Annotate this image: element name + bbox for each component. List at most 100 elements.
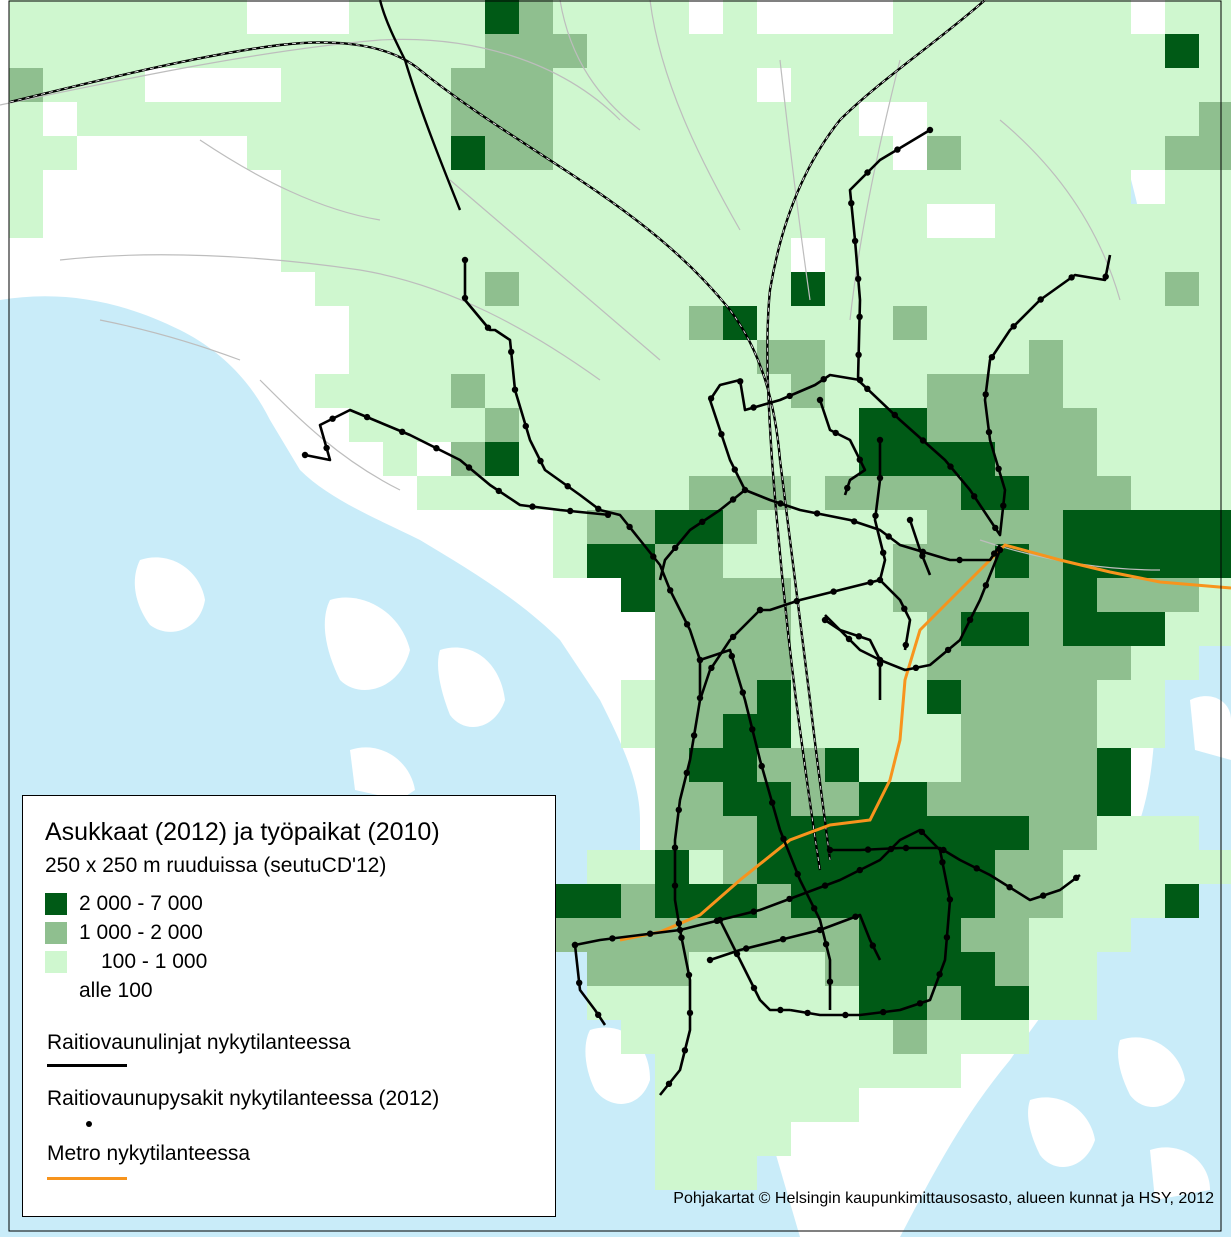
density-cell-low (893, 1054, 927, 1088)
density-cell-low (451, 0, 485, 34)
density-cell-low (315, 68, 349, 102)
tram-stop (683, 621, 691, 628)
tram-stop (906, 516, 914, 524)
density-cell-low (1131, 680, 1165, 714)
density-cell-low (281, 170, 315, 204)
density-cell-low (1199, 408, 1231, 442)
density-cell-medium (1029, 884, 1063, 918)
density-cell-low (689, 102, 723, 136)
density-cell-high (553, 884, 587, 918)
density-cell-low (587, 850, 621, 884)
density-cell-low (587, 306, 621, 340)
density-cell-low (825, 68, 859, 102)
density-cell-high (927, 918, 961, 952)
density-cell-low (927, 306, 961, 340)
density-cell-low (1199, 612, 1231, 646)
density-cell-medium (927, 510, 961, 544)
tram-stop (683, 769, 690, 776)
tram-stop (864, 846, 872, 853)
metro-line (619, 543, 1231, 942)
density-cell-low (587, 0, 621, 34)
density-cell-low (1097, 714, 1131, 748)
tram-stop (609, 935, 616, 942)
density-cell-low (825, 612, 859, 646)
tram-stop (947, 463, 954, 470)
density-cell-low (1199, 374, 1231, 408)
tram-stop (777, 1006, 784, 1014)
density-cell-low (621, 238, 655, 272)
density-cell-low (315, 170, 349, 204)
density-cell-low (859, 714, 893, 748)
density-cell-low (1029, 204, 1063, 238)
density-cell-medium (1029, 442, 1063, 476)
density-cell-low (383, 238, 417, 272)
tram-stop (982, 582, 990, 589)
density-cell-medium (995, 578, 1029, 612)
density-cell-medium (689, 646, 723, 680)
density-cell-low (825, 136, 859, 170)
density-cell-high (485, 442, 519, 476)
density-cell-low (893, 748, 927, 782)
density-cell-low (43, 136, 77, 170)
density-cell-medium (961, 748, 995, 782)
density-cell-low (1097, 374, 1131, 408)
density-cell-low (1097, 306, 1131, 340)
density-cell-low (757, 952, 791, 986)
density-cell-low (553, 272, 587, 306)
density-cell-low (1165, 170, 1199, 204)
legend-class-label: 2 000 - 7 000 (79, 892, 203, 915)
tram-stop (855, 351, 862, 358)
density-cell-low (451, 272, 485, 306)
density-cell-medium (587, 952, 621, 986)
density-cell-low (859, 1020, 893, 1054)
density-cell-low (689, 1122, 723, 1156)
density-cell-low (927, 340, 961, 374)
density-cell-low (1097, 68, 1131, 102)
tram-stop (804, 1009, 811, 1017)
density-cell-low (1165, 374, 1199, 408)
density-cell-low (791, 136, 825, 170)
tram-stop (750, 908, 757, 915)
density-cell-low (451, 34, 485, 68)
density-cell-low (1097, 680, 1131, 714)
density-cell-low (213, 0, 247, 34)
tram-stop (826, 978, 834, 985)
tram-stop (696, 694, 704, 702)
density-cell-low (1131, 272, 1165, 306)
tram-stop (729, 496, 737, 503)
density-cell-medium (825, 918, 859, 952)
density-cell-medium (655, 680, 689, 714)
tram-stop (718, 431, 725, 438)
tram-stop (880, 1008, 887, 1016)
density-cell-low (723, 102, 757, 136)
density-cell-low (859, 306, 893, 340)
density-cell-low (1097, 238, 1131, 272)
tram-stop (750, 984, 758, 992)
density-cell-high (859, 408, 893, 442)
density-cell-low (757, 1020, 791, 1054)
density-cell-low (655, 408, 689, 442)
tram-stop (777, 500, 784, 507)
density-cell-low (315, 34, 349, 68)
tram-stop (856, 866, 863, 874)
tram-stop (699, 518, 706, 525)
tram-stop (918, 828, 926, 836)
tram-stop (973, 865, 980, 872)
density-cell-low (587, 204, 621, 238)
density-cell-low (757, 204, 791, 238)
density-cell-low (1199, 0, 1231, 34)
density-cell-high (927, 884, 961, 918)
tram-stop (988, 354, 996, 361)
legend-tram-lines-label: Raitiovaunulinjat nykytilanteessa (47, 1031, 351, 1054)
tram-stop (936, 971, 943, 978)
tram-stop (912, 664, 920, 671)
tram-stop (576, 979, 583, 986)
density-cell-low (383, 374, 417, 408)
legend-class-label: alle 100 (79, 979, 153, 1002)
density-cell-high (1199, 544, 1231, 578)
density-cell-medium (1063, 476, 1097, 510)
road (849, 59, 901, 321)
tram-stop (363, 413, 371, 421)
density-cell-high (1131, 510, 1165, 544)
